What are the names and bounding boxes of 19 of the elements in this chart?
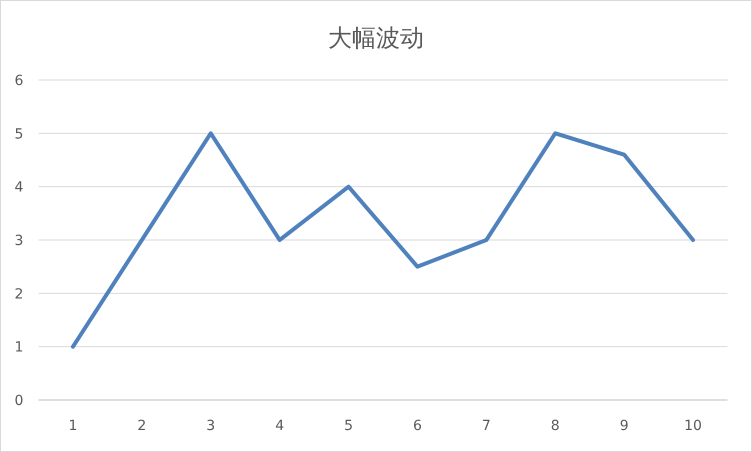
y-tick-label: 2 [14, 286, 24, 302]
x-tick-label: 10 [684, 418, 702, 434]
y-tick-label: 4 [14, 180, 24, 196]
x-tick-label: 9 [620, 418, 629, 434]
x-tick-label: 1 [68, 418, 78, 434]
x-tick-label: 4 [275, 418, 284, 434]
y-tick-label: 1 [14, 340, 24, 356]
x-tick-label: 8 [550, 418, 560, 434]
x-tick-label: 5 [344, 418, 354, 434]
x-tick-label: 7 [482, 418, 491, 434]
y-tick-label: 6 [14, 73, 24, 89]
chart-title: 大幅波动 [328, 24, 424, 52]
y-tick-label: 0 [14, 393, 24, 409]
y-tick-label: 5 [14, 126, 24, 142]
x-tick-label: 6 [412, 418, 422, 434]
x-tick-label: 2 [137, 418, 146, 434]
y-tick-label: 3 [14, 233, 24, 249]
line-series [70, 131, 696, 349]
x-tick-label: 3 [206, 418, 216, 434]
